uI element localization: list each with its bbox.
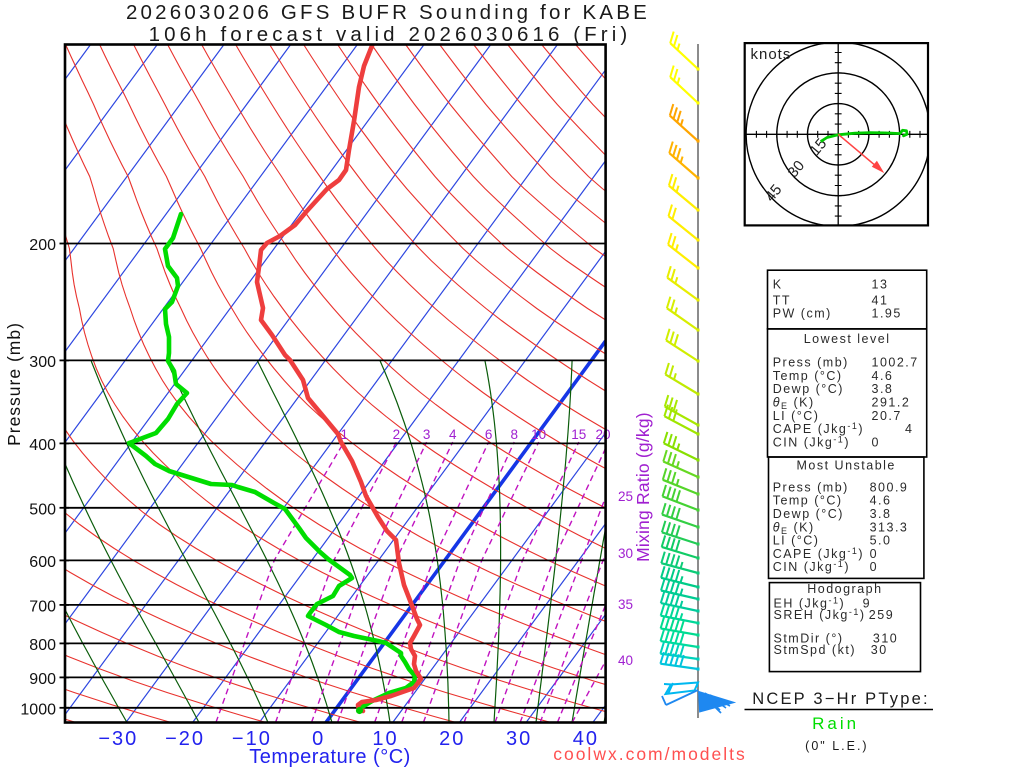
svg-text:40: 40 [573, 728, 599, 750]
svg-text:NCEP 3−Hr PType:: NCEP 3−Hr PType: [752, 690, 930, 708]
svg-text:35: 35 [618, 597, 633, 612]
svg-text:900: 900 [29, 671, 56, 688]
svg-text:θE (K): θE (K) [773, 520, 815, 536]
svg-text:800.9: 800.9 [870, 480, 909, 494]
svg-text:1002.7: 1002.7 [872, 356, 919, 370]
svg-text:5.0: 5.0 [870, 534, 892, 548]
svg-text:9: 9 [863, 596, 871, 610]
svg-text:4: 4 [449, 427, 457, 442]
svg-text:313.3: 313.3 [870, 520, 909, 534]
svg-text:(0" L.E.): (0" L.E.) [805, 739, 868, 753]
svg-text:800: 800 [29, 637, 56, 654]
svg-text:10: 10 [531, 427, 546, 442]
svg-text:1.95: 1.95 [872, 307, 902, 321]
svg-text:400: 400 [29, 437, 56, 454]
svg-text:CIN (Jkg-1): CIN (Jkg-1) [773, 434, 850, 449]
svg-text:StmSpd (kt): StmSpd (kt) [774, 643, 857, 657]
svg-text:CAPE (Jkg-1): CAPE (Jkg-1) [773, 421, 864, 436]
svg-text:Mixing Ratio (g/kg): Mixing Ratio (g/kg) [633, 412, 653, 562]
svg-text:291.2: 291.2 [872, 396, 911, 410]
svg-text:Lowest level: Lowest level [804, 332, 891, 346]
svg-text:2026030206 GFS BUFR Sounding f: 2026030206 GFS BUFR Sounding for KABE [126, 1, 650, 24]
svg-text:TT: TT [773, 293, 791, 307]
svg-text:SREH (Jkg-1): SREH (Jkg-1) [774, 607, 866, 622]
svg-text:4.6: 4.6 [870, 494, 892, 508]
svg-text:41: 41 [872, 293, 889, 307]
svg-text:3: 3 [423, 427, 431, 442]
svg-text:LI (°C): LI (°C) [773, 409, 820, 423]
svg-text:15: 15 [571, 427, 586, 442]
svg-text:Temp (°C): Temp (°C) [773, 369, 843, 383]
svg-text:0: 0 [870, 560, 878, 574]
svg-text:0: 0 [312, 728, 325, 750]
svg-text:knots: knots [751, 46, 792, 63]
svg-text:Dewp (°C): Dewp (°C) [773, 507, 844, 521]
svg-text:Dewp (°C): Dewp (°C) [773, 382, 844, 396]
svg-text:30: 30 [871, 643, 888, 657]
svg-text:Pressure (mb): Pressure (mb) [4, 322, 24, 446]
svg-text:700: 700 [29, 598, 56, 615]
svg-text:600: 600 [29, 554, 56, 571]
svg-text:0: 0 [870, 547, 878, 561]
svg-text:Temp (°C): Temp (°C) [773, 494, 843, 508]
svg-text:310: 310 [873, 632, 898, 646]
svg-text:259: 259 [869, 608, 894, 622]
svg-text:20: 20 [439, 728, 465, 750]
svg-text:1: 1 [341, 427, 349, 442]
svg-text:Hodograph: Hodograph [807, 582, 882, 596]
svg-text:3.8: 3.8 [872, 382, 894, 396]
svg-text:PW (cm): PW (cm) [773, 307, 832, 321]
svg-text:4.6: 4.6 [872, 369, 894, 383]
svg-text:25: 25 [618, 489, 633, 504]
svg-text:−30: −30 [98, 728, 138, 750]
svg-text:θE (K): θE (K) [773, 396, 815, 412]
svg-text:30: 30 [506, 728, 532, 750]
svg-text:20.7: 20.7 [872, 409, 902, 423]
svg-text:0: 0 [872, 435, 880, 449]
svg-text:LI (°C): LI (°C) [773, 534, 820, 548]
svg-text:EH (Jkg-1): EH (Jkg-1) [774, 595, 846, 610]
svg-text:6: 6 [485, 427, 493, 442]
svg-text:8: 8 [510, 427, 518, 442]
svg-text:20: 20 [595, 427, 610, 442]
svg-text:CIN (Jkg-1): CIN (Jkg-1) [773, 559, 850, 574]
svg-text:−10: −10 [232, 728, 272, 750]
svg-text:StmDir (°): StmDir (°) [774, 632, 844, 646]
svg-text:13: 13 [872, 277, 889, 291]
svg-text:3.8: 3.8 [870, 507, 892, 521]
svg-text:Press (mb): Press (mb) [773, 356, 849, 370]
svg-text:CAPE (Jkg-1): CAPE (Jkg-1) [773, 546, 864, 561]
svg-text:Press (mb): Press (mb) [773, 480, 849, 494]
svg-text:4: 4 [905, 422, 913, 436]
svg-text:30: 30 [618, 546, 633, 561]
svg-text:106h forecast valid 2026030616: 106h forecast valid 2026030616 (Fri) [149, 23, 632, 46]
svg-text:K: K [773, 277, 783, 291]
svg-text:Most Unstable: Most Unstable [796, 459, 895, 473]
svg-text:Temperature (°C): Temperature (°C) [249, 746, 411, 768]
svg-text:40: 40 [618, 653, 633, 668]
svg-text:Rain: Rain [812, 714, 859, 733]
svg-text:2: 2 [393, 427, 401, 442]
svg-text:1000: 1000 [20, 701, 56, 718]
svg-text:200: 200 [29, 237, 56, 254]
svg-text:10: 10 [372, 728, 398, 750]
svg-text:coolwx.com/modelts: coolwx.com/modelts [553, 744, 747, 764]
svg-text:300: 300 [29, 354, 56, 371]
svg-text:−20: −20 [165, 728, 205, 750]
svg-text:500: 500 [29, 501, 56, 518]
